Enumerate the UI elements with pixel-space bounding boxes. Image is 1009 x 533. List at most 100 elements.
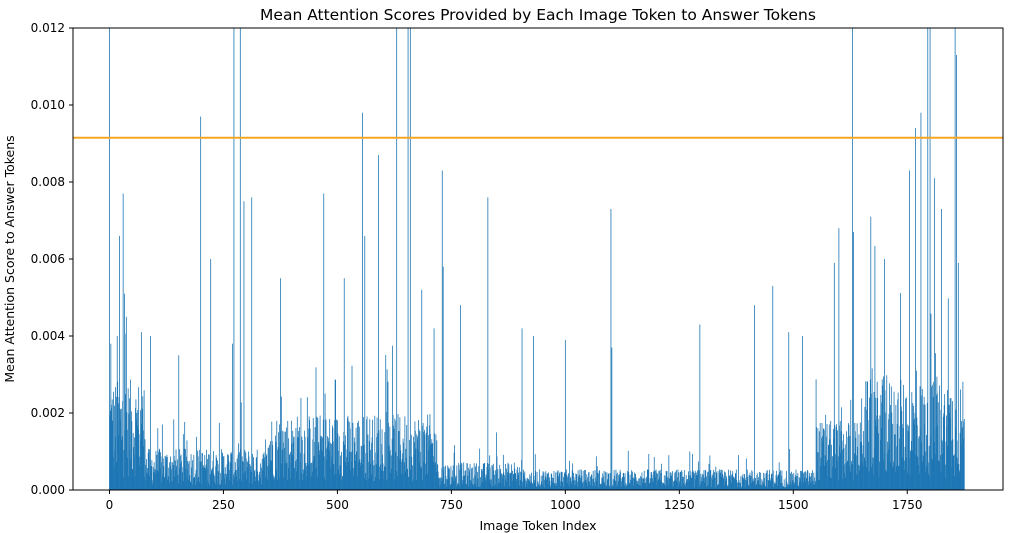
bar [772,285,774,490]
bar [187,470,188,490]
bar [886,453,888,490]
bar [230,452,232,490]
bar [759,472,760,490]
bar [234,477,236,490]
bar [609,485,610,490]
bar [286,479,288,490]
bar [632,477,634,490]
bar [149,458,151,490]
bar [554,485,556,490]
bar [701,473,703,490]
bar [541,481,543,490]
bar [292,430,294,490]
bar [817,452,819,490]
bar [487,197,489,490]
bar [599,483,601,490]
bar [661,463,662,490]
bar [230,453,232,490]
bar [950,398,952,490]
bar [650,472,652,490]
bar [698,486,700,490]
bar [707,485,709,490]
bar [379,479,381,490]
bar [662,483,664,490]
bar [801,470,802,490]
bar [206,449,207,490]
bar [422,425,424,490]
bar [554,483,556,490]
bar [451,483,453,490]
bar [376,417,378,490]
bar [424,429,425,490]
y-tick-label: 0.002 [31,406,65,420]
bar [796,476,798,490]
bar [156,470,158,490]
bar [710,487,712,490]
bar [709,470,711,490]
bar [179,449,181,490]
bar [765,487,766,490]
bar [936,393,938,490]
bar [114,450,116,490]
bar [882,385,884,490]
bar [759,484,761,490]
bar [528,478,529,490]
bar [368,478,370,490]
bar [556,483,558,490]
bar [906,424,908,490]
bar [363,444,365,490]
bar [737,482,739,490]
bar [234,462,236,490]
bar [714,487,716,490]
bar [869,471,871,490]
bar [469,464,471,490]
bar [202,467,204,490]
bar [665,476,667,490]
bar [176,465,178,490]
bar [785,486,786,490]
bar [468,467,470,490]
bar [628,472,630,490]
bar [552,477,553,490]
bar [684,483,686,490]
bar [388,422,389,490]
bar [528,480,530,490]
bar [379,419,381,490]
bar [445,465,446,490]
bar [659,477,661,490]
bar [848,466,850,490]
bar [591,475,593,490]
bar [109,415,111,490]
bar [628,482,630,490]
bar [220,480,222,490]
bar [582,482,584,490]
bar [404,462,405,490]
bar [643,470,645,490]
bar [712,473,714,490]
bar [732,471,734,490]
bar [589,483,591,490]
bar [451,477,453,490]
bar [514,468,516,490]
bar [802,336,803,490]
bar [408,476,410,490]
bar [200,461,202,490]
bar [789,449,791,490]
bar [617,485,619,490]
bar [410,434,412,490]
bar [885,471,887,490]
bar [142,446,144,490]
plot-frame [72,27,1004,491]
bar [194,484,196,490]
bar [408,477,409,490]
bar [607,480,609,490]
bar [748,474,750,490]
bar [688,480,690,490]
bar [957,464,958,490]
bar [652,481,654,490]
bar [718,483,719,490]
bar [876,425,878,490]
bar [439,478,441,490]
bar [870,393,872,490]
bar [705,487,707,490]
